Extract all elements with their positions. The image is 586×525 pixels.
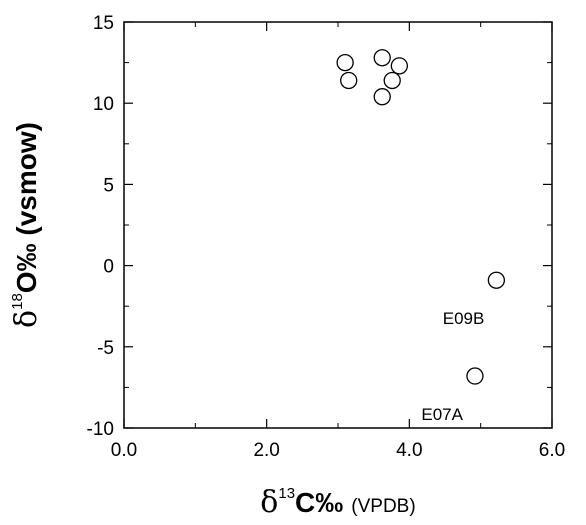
x-axis-title-symbol: δ — [260, 485, 278, 520]
x-axis-title: δ13C‰ (VPDB) — [260, 485, 415, 520]
x-axis-title-unit: (VPDB) — [351, 496, 415, 517]
data-points — [336, 49, 506, 385]
point-annotation: E09B — [443, 309, 485, 328]
y-axis-title-main: O‰ (vsmow) — [11, 122, 42, 293]
y-tick-label: -5 — [97, 338, 114, 359]
x-tick-label: 0.0 — [111, 440, 137, 461]
y-axis-title-superscript: 18 — [9, 293, 26, 310]
x-axis-title-superscript: 13 — [278, 485, 295, 502]
data-point — [373, 49, 391, 67]
point-annotation: E07A — [421, 405, 463, 424]
y-tick-label: 5 — [103, 175, 114, 196]
data-point — [340, 71, 358, 90]
y-tick-label: 15 — [93, 13, 114, 34]
tick-labels: 15 10 5 0 -5 -100.0 2.0 4.0 6.0 — [87, 13, 566, 461]
x-tick-label: 2.0 — [253, 440, 279, 461]
data-point — [373, 88, 391, 106]
data-point — [466, 367, 484, 385]
x-tick-label: 6.0 — [539, 440, 565, 461]
axis-ticks — [123, 21, 553, 429]
data-point — [336, 53, 354, 72]
point-annotations: E09B E07A — [421, 309, 484, 424]
data-point — [487, 271, 506, 289]
x-axis-title-main: C‰ — [295, 487, 343, 518]
y-axis-title-symbol: δ — [9, 310, 44, 328]
data-point — [383, 71, 401, 90]
y-axis-title: δ18O‰ (vsmow) — [9, 122, 44, 328]
x-tick-label: 4.0 — [396, 440, 422, 461]
data-point — [390, 57, 408, 75]
y-tick-label: 10 — [93, 94, 114, 115]
y-tick-label: 0 — [103, 257, 114, 278]
plot-frame — [123, 21, 553, 429]
y-tick-label: -10 — [87, 419, 114, 440]
